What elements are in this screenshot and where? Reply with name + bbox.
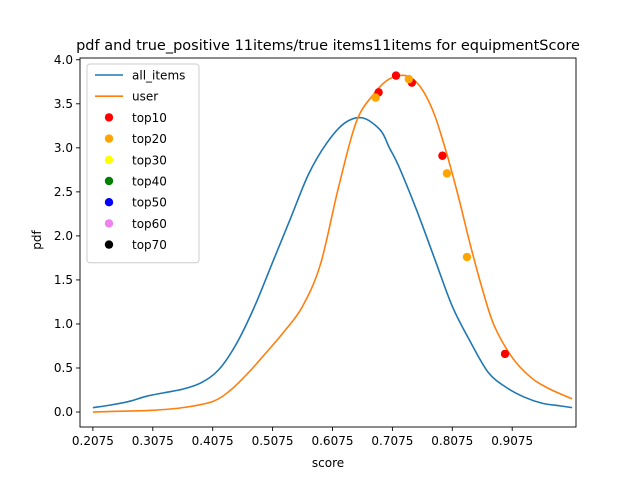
x-axis-label: score xyxy=(312,456,344,470)
legend-label-top60: top60 xyxy=(132,217,167,231)
y-tick-label: 0.5 xyxy=(54,361,73,375)
y-tick-label: 1.5 xyxy=(54,273,73,287)
plot-area xyxy=(79,57,577,428)
series-line-user xyxy=(92,74,573,413)
scatter-point-top20 xyxy=(442,169,452,178)
y-tick-label: 1.0 xyxy=(54,317,73,331)
scatter-point-top20 xyxy=(462,252,472,262)
scatter-point-top10 xyxy=(500,349,510,359)
x-tick-label: 0.5075 xyxy=(252,434,294,448)
x-tick-label: 0.8075 xyxy=(431,434,473,448)
scatter-point-top20 xyxy=(371,93,380,102)
x-tick-label: 0.9075 xyxy=(491,434,533,448)
legend-label-top20: top20 xyxy=(132,132,167,146)
y-tick-label: 3.5 xyxy=(54,97,73,111)
scatter-point-top10 xyxy=(438,151,447,160)
legend-swatch-top60 xyxy=(104,219,114,228)
legend-swatch-top20 xyxy=(104,134,114,143)
legend-label-top40: top40 xyxy=(132,175,167,189)
series-line-all_items xyxy=(92,116,573,409)
legend-swatch-top30 xyxy=(104,155,114,164)
legend-swatch-top70 xyxy=(104,240,114,249)
legend-box xyxy=(86,63,200,264)
legend-swatch-top10 xyxy=(104,113,114,122)
y-tick-label: 4.0 xyxy=(54,53,73,67)
legend-label-user: user xyxy=(132,90,158,104)
x-tick-label: 0.7075 xyxy=(371,434,413,448)
scatter-point-top20 xyxy=(404,74,414,84)
scatter-point-top10 xyxy=(391,71,401,80)
x-tick-label: 0.3075 xyxy=(132,434,174,448)
legend-swatch-top40 xyxy=(104,176,114,186)
legend-label-all_items: all_items xyxy=(132,69,185,83)
legend-label-top70: top70 xyxy=(132,238,167,252)
x-tick-label: 0.2075 xyxy=(72,434,114,448)
legend-swatch-top50 xyxy=(104,198,114,207)
y-tick-label: 2.5 xyxy=(54,185,73,199)
y-tick-label: 2.0 xyxy=(54,229,73,243)
legend-label-top10: top10 xyxy=(132,111,167,125)
y-axis-label: pdf xyxy=(30,230,44,250)
y-tick-label: 0.0 xyxy=(54,405,73,419)
x-axis: 0.2075 0.3075 0.4075 0.5075 0.6075 0.7075 0.80… xyxy=(72,427,533,448)
legend-label-top30: top30 xyxy=(132,153,167,167)
legend-label-top50: top50 xyxy=(132,196,167,210)
chart-title: pdf and true_positive 11items/true items… xyxy=(76,38,580,54)
x-tick-label: 0.6075 xyxy=(311,434,353,448)
y-tick-label: 3.0 xyxy=(54,141,73,155)
x-tick-label: 0.4075 xyxy=(192,434,234,448)
y-axis: 0.0 0.5 1.0 1.5 2.0 2.5 3.0 3.5 4.0 xyxy=(54,53,80,419)
axes-frame xyxy=(79,57,577,428)
